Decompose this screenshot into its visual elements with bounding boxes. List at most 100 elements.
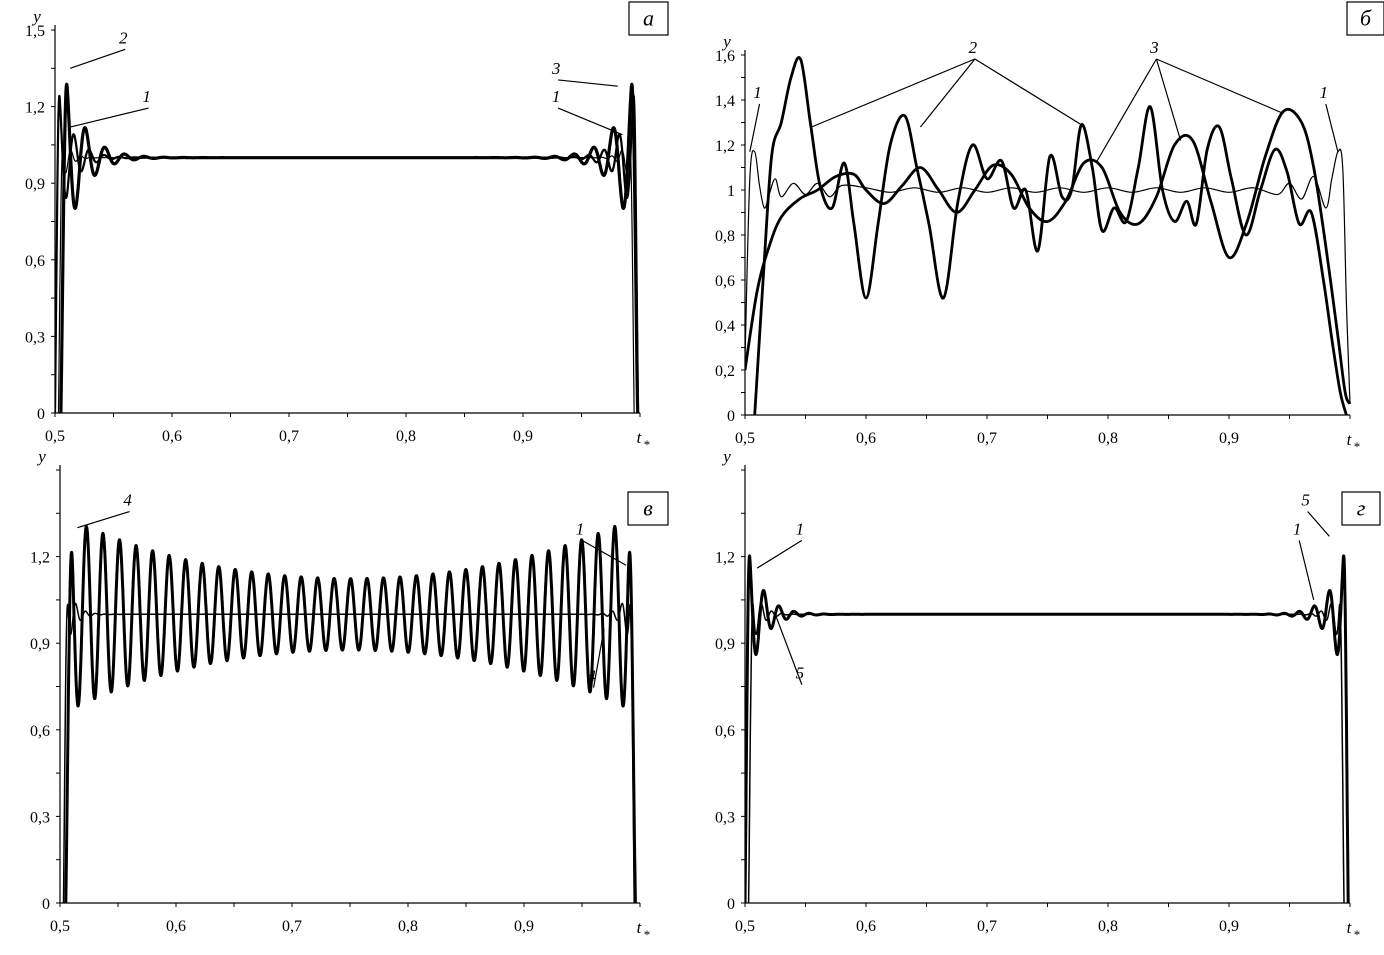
y-tick-label: 1,4 bbox=[715, 93, 735, 110]
y-tick-label: 0,9 bbox=[30, 636, 50, 653]
annotation-leader-line bbox=[974, 58, 1082, 126]
annotation-leader-line bbox=[593, 628, 605, 688]
x-tick-label: 0,6 bbox=[162, 428, 182, 445]
x-tick-label: 0,8 bbox=[1098, 918, 1118, 935]
panel-letter: г bbox=[1357, 496, 1366, 521]
curve-label: 1 bbox=[142, 87, 151, 106]
chart-panel-a: 0,5 0,6 0,7 0,8 0,9 t * 0 0,3 0,6 0,9 1,2 1,5y а 2 1 3 1 bbox=[25, 1, 669, 452]
x-tick-label: 0,9 bbox=[513, 428, 533, 445]
x-tick-label: 0,6 bbox=[166, 918, 186, 935]
y-tick-label: 1,2 bbox=[30, 550, 50, 567]
curve-label: 4 bbox=[587, 667, 596, 686]
x-axis-title: t bbox=[1347, 430, 1353, 449]
y-axis-title: y bbox=[31, 7, 41, 26]
panel-letter-box bbox=[628, 1, 669, 36]
series-2-line bbox=[753, 56, 1348, 415]
x-tick-label: 0,8 bbox=[1098, 430, 1118, 447]
y-axis-title: y bbox=[36, 447, 46, 466]
y-tick-label: 1,6 bbox=[715, 48, 735, 65]
series-5-line bbox=[745, 554, 1350, 903]
y-axis-title: y bbox=[721, 447, 731, 466]
curve-label: 3 bbox=[1149, 38, 1159, 57]
x-tick-label: 0,5 bbox=[45, 428, 65, 445]
x-tick-label: 0,7 bbox=[282, 918, 302, 935]
annotation-leader-line bbox=[558, 79, 618, 87]
x-tick-label: 0,5 bbox=[735, 918, 755, 935]
x-axis-subscript: * bbox=[1354, 927, 1361, 942]
y-axis-title: y bbox=[721, 32, 731, 51]
series-3-line bbox=[745, 107, 1352, 405]
y-tick-label: 1,2 bbox=[25, 100, 45, 117]
annotation-leader-line bbox=[1325, 103, 1339, 152]
series-1-line bbox=[62, 602, 635, 903]
annotation-leader-line bbox=[581, 539, 627, 566]
y-tick-label: 0 bbox=[727, 408, 735, 425]
panel-letter: б bbox=[1360, 6, 1372, 31]
curve-label: 1 bbox=[552, 87, 561, 106]
x-tick-label: 0,7 bbox=[977, 430, 997, 447]
chart-panel-g: 0,5 0,6 0,7 0,8 0,9 t * 0 0,3 0,6 0,9 1,2 y г 1 5 5 1 bbox=[715, 447, 1381, 942]
annotation-leader-line bbox=[749, 103, 761, 152]
curve-label: 3 bbox=[551, 59, 561, 78]
y-tick-label: 0,9 bbox=[25, 176, 45, 193]
chart-panel-v: 0,5 0,6 0,7 0,8 0,9 t * 0 0,3 0,6 0,9 1,2 y в 4 1 4 bbox=[30, 447, 669, 942]
y-tick-label: 1,2 bbox=[715, 550, 735, 567]
curve-label: 1 bbox=[576, 519, 585, 538]
chart-panel-b: 0,5 0,6 0,7 0,8 0,9 t * 0 0,2 0,4 0,6 0,8 1 1,2 1,4 1,6… bbox=[715, 1, 1384, 454]
series-1-line bbox=[747, 602, 1345, 903]
curve-label: 1 bbox=[796, 519, 805, 538]
y-tick-label: 0 bbox=[42, 896, 50, 913]
x-tick-label: 0,9 bbox=[1219, 918, 1239, 935]
x-axis-subscript: * bbox=[1354, 439, 1361, 454]
x-axis-title: t bbox=[637, 428, 643, 447]
series-3-line bbox=[55, 94, 640, 413]
y-tick-label: 1,5 bbox=[25, 23, 45, 40]
annotation-leader-line bbox=[557, 107, 623, 136]
x-tick-label: 0,6 bbox=[856, 918, 876, 935]
annotation-leader-line bbox=[1298, 540, 1315, 601]
annotation-leader-line bbox=[1155, 58, 1182, 141]
x-tick-label: 0,7 bbox=[977, 918, 997, 935]
curve-label: 2 bbox=[119, 28, 128, 47]
annotation-leader-line bbox=[774, 614, 803, 685]
annotation-leader-line bbox=[77, 510, 130, 529]
curve-label: 2 bbox=[969, 38, 978, 57]
panel-letter-box bbox=[1341, 491, 1381, 526]
x-tick-label: 0,7 bbox=[279, 428, 299, 445]
annotation-leader-line bbox=[70, 107, 149, 128]
y-tick-label: 0,2 bbox=[715, 363, 735, 380]
curve-label: 1 bbox=[1320, 83, 1329, 102]
curve-label: 5 bbox=[796, 664, 805, 683]
panel-letter: а bbox=[643, 6, 654, 31]
y-tick-label: 0,6 bbox=[715, 723, 735, 740]
curve-label: 5 bbox=[1301, 491, 1310, 510]
y-tick-label: 1 bbox=[727, 183, 735, 200]
panel-letter: в bbox=[643, 496, 653, 521]
curve-label: 4 bbox=[123, 491, 132, 510]
y-tick-label: 1,2 bbox=[715, 138, 735, 155]
y-tick-label: 0 bbox=[37, 406, 45, 423]
series-1-line bbox=[57, 148, 635, 413]
x-axis-title: t bbox=[637, 918, 643, 937]
series-4-line bbox=[64, 524, 637, 903]
x-tick-label: 0,8 bbox=[398, 918, 418, 935]
curve-label: 1 bbox=[1293, 519, 1302, 538]
x-tick-label: 0,6 bbox=[856, 430, 876, 447]
annotation-leader-line bbox=[1156, 58, 1284, 115]
annotation-leader-line bbox=[70, 48, 126, 69]
annotation-leader-line bbox=[1095, 58, 1157, 164]
curve-label: 1 bbox=[753, 83, 762, 102]
annotation-leader-line bbox=[1307, 511, 1330, 537]
y-tick-label: 0,4 bbox=[715, 318, 735, 335]
annotation-leader-line bbox=[756, 539, 803, 569]
y-tick-label: 0,6 bbox=[25, 253, 45, 270]
x-tick-label: 0,9 bbox=[514, 918, 534, 935]
x-tick-label: 0,8 bbox=[396, 428, 416, 445]
x-axis-subscript: * bbox=[644, 437, 651, 452]
x-axis-subscript: * bbox=[644, 927, 651, 942]
x-axis-title: t bbox=[1347, 918, 1353, 937]
y-tick-label: 0,3 bbox=[25, 329, 45, 346]
series-1-line bbox=[745, 148, 1351, 404]
panel-letter-box bbox=[627, 491, 669, 526]
